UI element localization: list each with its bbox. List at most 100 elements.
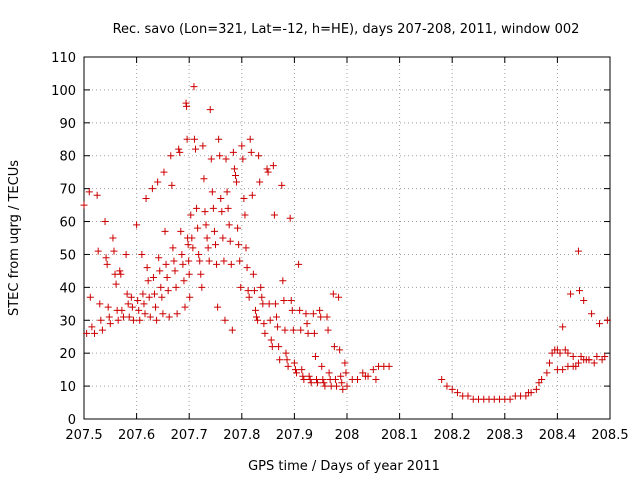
data-point xyxy=(86,293,94,301)
data-point xyxy=(98,326,106,334)
data-point xyxy=(242,244,250,252)
data-point xyxy=(118,306,126,314)
data-point xyxy=(559,323,567,331)
data-point xyxy=(317,313,325,321)
data-point xyxy=(574,247,582,255)
data-point xyxy=(176,148,184,156)
data-point xyxy=(184,241,192,249)
data-point xyxy=(244,287,252,295)
data-point xyxy=(164,287,172,295)
data-point xyxy=(105,313,113,321)
data-point xyxy=(332,382,340,390)
data-point xyxy=(323,313,331,321)
data-point xyxy=(183,102,191,110)
data-point xyxy=(237,283,245,291)
data-point xyxy=(291,366,299,374)
data-point xyxy=(216,152,224,160)
data-point xyxy=(309,310,317,318)
y-axis-label: STEC from uqrg / TECUs xyxy=(7,160,22,316)
data-point xyxy=(240,195,248,203)
data-point xyxy=(259,300,267,308)
data-point xyxy=(129,316,137,324)
data-point xyxy=(110,247,118,255)
data-point xyxy=(185,270,193,278)
data-point xyxy=(195,250,203,258)
chart-title: Rec. savo (Lon=321, Lat=-12, h=HE), days… xyxy=(113,22,580,37)
data-point xyxy=(268,343,276,351)
data-point xyxy=(91,329,99,337)
data-point xyxy=(257,283,265,291)
data-point xyxy=(556,349,564,357)
data-point xyxy=(220,257,228,265)
data-point xyxy=(173,310,181,318)
data-point xyxy=(116,267,124,275)
data-point xyxy=(564,349,572,357)
x-tick-label: 208.5 xyxy=(591,428,628,443)
data-point xyxy=(312,376,320,384)
data-point xyxy=(104,303,112,311)
data-point xyxy=(170,257,178,265)
data-point xyxy=(178,250,186,258)
data-point xyxy=(354,376,362,384)
data-point xyxy=(342,369,350,377)
data-point xyxy=(256,178,264,186)
y-tick-label: 10 xyxy=(59,380,76,395)
data-point xyxy=(601,352,609,360)
data-point xyxy=(265,300,273,308)
data-point xyxy=(122,250,130,258)
grid-lines xyxy=(83,56,611,420)
data-point xyxy=(136,316,144,324)
data-point xyxy=(163,273,171,281)
data-point xyxy=(588,310,596,318)
data-point xyxy=(267,336,275,344)
data-point xyxy=(234,224,242,232)
data-point xyxy=(109,234,117,242)
data-point xyxy=(569,362,577,370)
x-tick-label: 208.1 xyxy=(381,428,418,443)
data-point xyxy=(324,326,332,334)
data-point xyxy=(243,264,251,272)
data-point xyxy=(144,277,152,285)
data-point xyxy=(205,257,213,265)
data-point xyxy=(127,293,135,301)
data-point xyxy=(154,178,162,186)
data-point xyxy=(149,273,157,281)
data-point xyxy=(331,376,339,384)
data-point xyxy=(124,300,132,308)
data-point xyxy=(238,142,246,150)
data-point xyxy=(221,316,229,324)
data-points xyxy=(80,83,611,403)
data-point xyxy=(271,300,279,308)
data-point xyxy=(595,320,603,328)
y-tick-label: 50 xyxy=(59,248,76,263)
data-point xyxy=(88,323,96,331)
data-point xyxy=(281,326,289,334)
data-point xyxy=(208,188,216,196)
data-point xyxy=(167,152,175,160)
x-tick-label: 208.4 xyxy=(539,428,576,443)
data-point xyxy=(141,310,149,318)
data-point xyxy=(282,349,290,357)
data-point xyxy=(128,303,136,311)
data-point xyxy=(188,234,196,242)
x-tick-label: 207.6 xyxy=(118,428,155,443)
data-point xyxy=(559,366,567,374)
data-point xyxy=(305,372,313,380)
x-tick-label: 207.5 xyxy=(65,428,102,443)
data-point xyxy=(103,260,111,268)
data-point xyxy=(207,155,215,163)
data-point xyxy=(296,306,304,314)
data-point xyxy=(286,214,294,222)
data-point xyxy=(275,343,283,351)
data-point xyxy=(114,316,122,324)
data-point xyxy=(210,227,218,235)
x-tick-label: 207.7 xyxy=(171,428,208,443)
data-point xyxy=(306,376,314,384)
data-point xyxy=(123,290,131,298)
y-tick-label: 100 xyxy=(51,84,76,99)
data-point xyxy=(293,369,301,377)
data-point xyxy=(135,306,143,314)
data-point xyxy=(138,250,146,258)
data-point xyxy=(532,385,540,393)
data-point xyxy=(228,326,236,334)
